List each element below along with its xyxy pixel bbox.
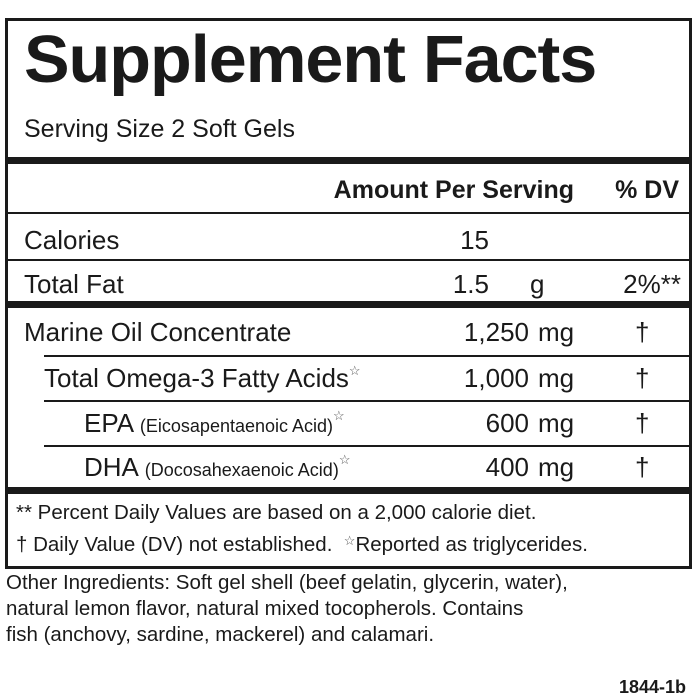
nutrient-name-group: EPA (Eicosapentaenoic Acid)☆	[84, 408, 345, 439]
nutrient-amount: 1.5	[452, 269, 489, 299]
divider-thick	[8, 301, 689, 308]
nutrient-detail: (Eicosapentaenoic Acid)	[139, 416, 334, 436]
nutrient-name: Total Fat	[24, 269, 124, 299]
nutrient-detail: (Docosahexaenoic Acid)	[144, 460, 339, 480]
divider-thick	[8, 487, 689, 494]
nutrient-unit: mg	[538, 317, 575, 347]
nutrient-unit: mg	[538, 408, 575, 438]
serving-size: Serving Size 2 Soft Gels	[24, 115, 295, 143]
nutrient-name: Total Omega-3 Fatty Acids	[44, 363, 349, 393]
nutrient-amount: 600	[485, 408, 529, 438]
footnote-dagger-star: † Daily Value (DV) not established. ☆Rep…	[16, 533, 588, 557]
nutrient-name-group: Total Omega-3 Fatty Acids☆	[44, 363, 361, 394]
other-ingredients-line: fish (anchovy, sardine, mackerel) and ca…	[6, 623, 435, 646]
nutrient-unit: g	[530, 269, 545, 299]
nutrient-amount: 400	[485, 452, 529, 482]
dv-header: % DV	[615, 176, 679, 204]
product-code: 1844-1b	[618, 677, 686, 697]
other-ingredients-line: natural lemon flavor, natural mixed toco…	[6, 597, 524, 620]
nutrient-name: EPA	[84, 408, 133, 438]
nutrient-name: DHA	[84, 452, 138, 482]
amount-header: Amount Per Serving	[333, 176, 574, 204]
divider-thin	[44, 355, 689, 357]
nutrient-name: Marine Oil Concentrate	[24, 317, 292, 347]
star-icon: ☆	[343, 533, 356, 548]
supplement-facts-panel: Supplement Facts Serving Size 2 Soft Gel…	[5, 18, 692, 569]
dagger-icon: †	[635, 363, 650, 393]
divider-thin	[44, 445, 689, 447]
star-icon: ☆	[338, 452, 351, 467]
divider-thin	[8, 259, 689, 261]
panel-title: Supplement Facts	[24, 22, 597, 97]
nutrient-amount: 1,250	[463, 317, 529, 347]
other-ingredients-line: Other Ingredients: Soft gel shell (beef …	[6, 571, 568, 594]
nutrient-dv: 2%**	[623, 269, 681, 299]
nutrient-amount: 1,000	[463, 363, 529, 393]
nutrient-unit: mg	[538, 452, 575, 482]
nutrient-name-group: DHA (Docosahexaenoic Acid)☆	[84, 452, 350, 483]
divider-thick	[8, 157, 689, 164]
nutrient-amount: 15	[460, 225, 489, 255]
star-icon: ☆	[348, 363, 361, 378]
dagger-icon: †	[635, 452, 650, 482]
nutrient-unit: mg	[538, 363, 575, 393]
divider-thin	[8, 212, 689, 214]
footnote-star: Reported as triglycerides.	[355, 533, 588, 556]
footnote-dv: ** Percent Daily Values are based on a 2…	[16, 501, 537, 524]
dagger-icon: †	[635, 408, 650, 438]
divider-thin	[44, 400, 689, 402]
dagger-icon: †	[635, 317, 650, 347]
nutrient-name: Calories	[24, 225, 120, 255]
footnote-dagger: † Daily Value (DV) not established.	[16, 533, 333, 556]
star-icon: ☆	[333, 408, 345, 423]
